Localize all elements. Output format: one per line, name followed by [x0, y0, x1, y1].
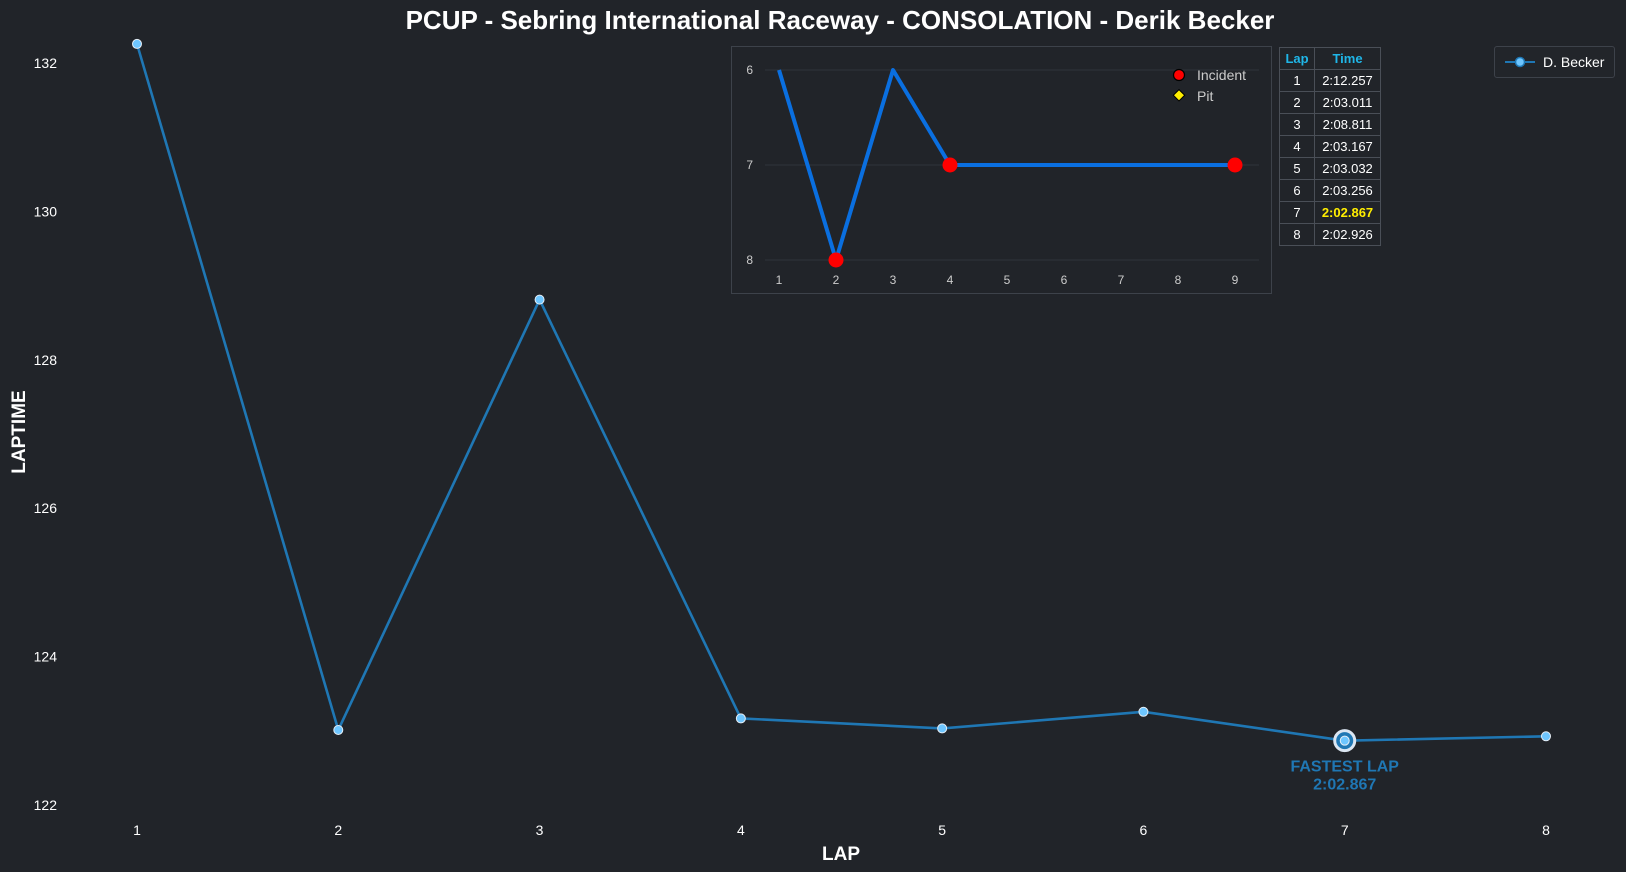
legend-line-icon	[1505, 56, 1535, 68]
inset-x-tick-label: 1	[776, 273, 783, 287]
lap-table-row: 3 2:08.811	[1279, 113, 1381, 136]
lap-time-point	[1339, 735, 1350, 746]
y-tick-labels: 122 124 126 128 130 132	[34, 55, 58, 813]
lap-time-point	[735, 713, 746, 724]
incident-marker	[1227, 157, 1243, 173]
time-column-header: Time	[1314, 47, 1381, 70]
lap-time-cell: 2:02.926	[1314, 223, 1381, 246]
lap-table-row: 6 2:03.256	[1279, 179, 1381, 202]
x-tick-label: 1	[133, 822, 141, 838]
legend-series-label: D. Becker	[1543, 54, 1605, 70]
x-axis-label: LAP	[822, 844, 860, 865]
lap-time-line	[135, 43, 1547, 742]
lap-time-point	[1541, 731, 1551, 742]
lap-table-row: 2 2:03.011	[1279, 91, 1381, 114]
x-tick-label: 4	[737, 822, 745, 838]
lap-number-cell: 2	[1279, 91, 1315, 114]
inset-frame	[731, 46, 1272, 294]
lap-column-header: Lap	[1279, 47, 1315, 70]
lap-number-cell: 8	[1279, 223, 1315, 246]
lap-number-cell: 1	[1279, 69, 1315, 92]
inset-y-tick-labels: 6 7 8	[746, 63, 753, 267]
inset-x-tick-label: 4	[947, 273, 954, 287]
pit-legend-marker	[1172, 88, 1186, 102]
lap-number-cell: 5	[1279, 157, 1315, 180]
inset-x-tick-label: 5	[1004, 273, 1011, 287]
position-inset-chart: 6 7 8 1 2 3 4 5 6 7 8 9 Incident Pit	[731, 46, 1272, 294]
lap-time-cell: 2:03.032	[1314, 157, 1381, 180]
x-tick-label: 5	[938, 822, 946, 838]
inset-x-tick-label: 8	[1175, 273, 1182, 287]
y-axis-label: LAPTIME	[9, 390, 30, 473]
x-tick-labels: 1 2 3 4 5 6 7 8	[133, 822, 1550, 838]
lap-time-cell: 2:03.011	[1314, 91, 1381, 114]
chart-title: PCUP - Sebring International Raceway - C…	[406, 5, 1275, 35]
incident-legend-label: Incident	[1197, 67, 1246, 83]
y-tick-label: 132	[34, 55, 58, 71]
lap-table-header-row: Lap Time	[1279, 47, 1381, 70]
inset-x-tick-label: 6	[1061, 273, 1068, 287]
lap-time-cell: 2:12.257	[1314, 69, 1381, 92]
x-tick-label: 8	[1542, 822, 1550, 838]
inset-x-tick-labels: 1 2 3 4 5 6 7 8 9	[776, 273, 1239, 287]
lap-time-cell: 2:03.167	[1314, 135, 1381, 158]
lap-table-row: 8 2:02.926	[1279, 223, 1381, 246]
inset-x-tick-label: 2	[833, 273, 840, 287]
fastest-lap-time: 2:02.867	[1313, 777, 1376, 794]
x-tick-label: 3	[536, 822, 544, 838]
inset-y-tick-label: 7	[746, 158, 753, 172]
lap-table-row: 1 2:12.257	[1279, 69, 1381, 92]
x-tick-label: 2	[334, 822, 342, 838]
incident-legend-marker	[1172, 68, 1186, 82]
inset-y-tick-label: 8	[746, 253, 753, 267]
chart-legend: D. Becker	[1494, 46, 1615, 78]
inset-x-tick-label: 3	[890, 273, 897, 287]
lap-number-cell: 3	[1279, 113, 1315, 136]
x-tick-label: 6	[1140, 822, 1148, 838]
inset-x-tick-label: 7	[1118, 273, 1125, 287]
lap-time-point	[132, 38, 142, 49]
fastest-lap-label: FASTEST LAP	[1290, 759, 1399, 776]
inset-position-line	[777, 68, 1235, 262]
inset-legend: Incident Pit	[1172, 67, 1246, 104]
y-tick-label: 124	[34, 649, 58, 665]
y-tick-label: 128	[34, 352, 58, 368]
lap-number-cell: 6	[1279, 179, 1315, 202]
lap-time-point	[534, 294, 545, 305]
lap-table-row: 4 2:03.167	[1279, 135, 1381, 158]
incident-marker	[942, 157, 958, 173]
lap-time-point	[333, 724, 344, 735]
lap-time-cell: 2:03.256	[1314, 179, 1381, 202]
lap-time-point	[937, 723, 948, 734]
lap-number-cell: 4	[1279, 135, 1315, 158]
lap-table-body: 1 2:12.257 2 2:03.011 3 2:08.811 4 2:03.167 5 2:0…	[1279, 69, 1381, 246]
incident-marker	[828, 252, 844, 268]
lap-time-series	[132, 38, 1551, 753]
lap-table-row: 5 2:03.032	[1279, 157, 1381, 180]
best-lap-time-cell: 2:02.867	[1314, 201, 1381, 224]
y-tick-label: 126	[34, 500, 58, 516]
y-tick-label: 130	[34, 203, 58, 219]
x-tick-label: 7	[1341, 822, 1349, 838]
lap-time-cell: 2:08.811	[1314, 113, 1381, 136]
lap-table-row: 7 2:02.867	[1279, 201, 1381, 224]
lap-number-cell: 7	[1279, 201, 1315, 224]
y-tick-label: 122	[34, 797, 58, 813]
fastest-lap-annotation: FASTEST LAP 2:02.867	[1290, 759, 1399, 794]
lap-time-point	[1138, 706, 1149, 717]
pit-legend-label: Pit	[1197, 88, 1213, 104]
inset-x-tick-label: 9	[1232, 273, 1239, 287]
lap-time-table: Lap Time 1 2:12.257 2 2:03.011 3 2:08.811 4 2:0…	[1279, 47, 1381, 246]
inset-position-series	[777, 68, 1243, 268]
inset-y-tick-label: 6	[746, 63, 753, 77]
